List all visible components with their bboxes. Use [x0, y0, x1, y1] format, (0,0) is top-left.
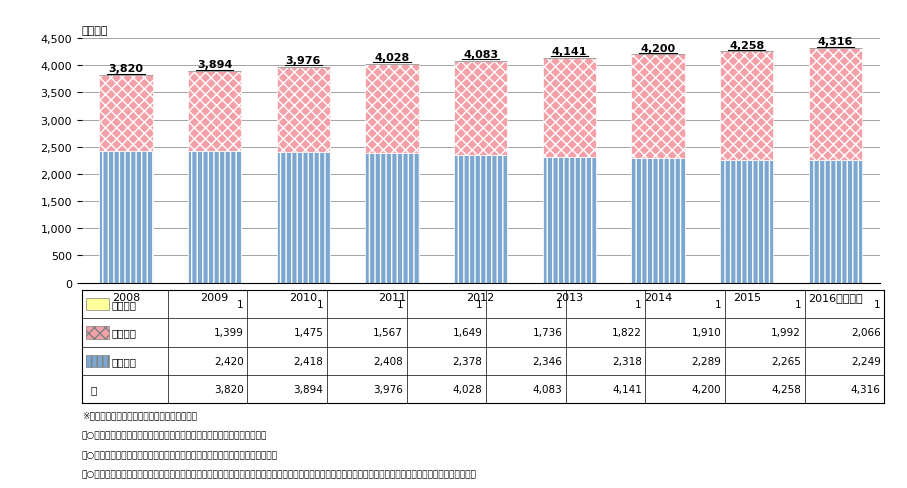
Bar	[454, 61, 507, 156]
Bar	[188, 72, 241, 152]
Bar	[631, 159, 685, 283]
Text: 1: 1	[874, 300, 881, 309]
Text: 2,346: 2,346	[532, 356, 562, 366]
Text: 2,318: 2,318	[612, 356, 642, 366]
Text: 2,420: 2,420	[214, 356, 244, 366]
Text: 2,249: 2,249	[851, 356, 881, 366]
Bar	[542, 157, 596, 283]
Bar	[277, 67, 330, 152]
Text: 1: 1	[476, 300, 483, 309]
Bar	[720, 52, 774, 160]
Text: 3,894: 3,894	[197, 61, 232, 70]
Text: 2,289: 2,289	[692, 356, 721, 366]
Text: （万件）: （万件）	[82, 26, 108, 36]
Text: 衛星契約: 衛星契約	[112, 328, 137, 338]
Text: 4,200: 4,200	[640, 44, 676, 54]
Bar	[720, 160, 774, 283]
Text: 1: 1	[556, 300, 562, 309]
Text: 2,066: 2,066	[851, 328, 881, 338]
Text: 1,649: 1,649	[453, 328, 483, 338]
Text: 1,736: 1,736	[532, 328, 562, 338]
Text: 4,258: 4,258	[729, 41, 765, 51]
Text: 4,316: 4,316	[818, 38, 853, 47]
Text: 2,418: 2,418	[294, 356, 324, 366]
Bar	[100, 152, 152, 283]
Text: 1: 1	[715, 300, 721, 309]
Text: ※放送の受信についての契約は、以下のとおり: ※放送の受信についての契約は、以下のとおり	[82, 411, 197, 420]
Bar	[809, 49, 862, 161]
Text: 1,567: 1,567	[373, 328, 403, 338]
Text: 3,976: 3,976	[373, 385, 403, 394]
Bar	[188, 152, 241, 283]
Text: 4,083: 4,083	[532, 385, 562, 394]
Text: 4,028: 4,028	[375, 53, 410, 63]
Text: ○地上契約：地上波によるテレビ放送のみの受信についての放送受信契約: ○地上契約：地上波によるテレビ放送のみの受信についての放送受信契約	[82, 430, 267, 439]
Text: 4,083: 4,083	[463, 50, 498, 60]
Bar	[631, 55, 685, 159]
Bar	[100, 76, 152, 152]
Text: 3,820: 3,820	[214, 385, 244, 394]
Text: 1: 1	[795, 300, 801, 309]
Bar	[542, 59, 596, 157]
Text: 4,028: 4,028	[453, 385, 483, 394]
Text: 特別契約: 特別契約	[112, 300, 137, 309]
Text: 3,976: 3,976	[286, 56, 321, 66]
Bar	[366, 154, 419, 283]
Text: 4,200: 4,200	[692, 385, 721, 394]
Bar	[277, 152, 330, 283]
Text: 1,475: 1,475	[294, 328, 324, 338]
Text: 1,910: 1,910	[692, 328, 721, 338]
Text: 2,408: 2,408	[374, 356, 403, 366]
Text: 地上契約: 地上契約	[112, 356, 137, 366]
Text: 1: 1	[635, 300, 642, 309]
Text: 2,265: 2,265	[771, 356, 801, 366]
Text: ○衛星契約：衛星及び地上波によるテレビ放送の受信についての放送受信契約: ○衛星契約：衛星及び地上波によるテレビ放送の受信についての放送受信契約	[82, 450, 278, 459]
Text: 4,258: 4,258	[771, 385, 801, 394]
Text: 計: 計	[91, 385, 97, 394]
Text: 1: 1	[317, 300, 324, 309]
Text: 1: 1	[237, 300, 244, 309]
Text: 1: 1	[396, 300, 403, 309]
Text: 1,822: 1,822	[612, 328, 642, 338]
Text: 3,894: 3,894	[294, 385, 324, 394]
Bar	[809, 161, 862, 283]
Bar	[366, 65, 419, 154]
Text: 4,141: 4,141	[551, 47, 587, 57]
Text: 1,992: 1,992	[771, 328, 801, 338]
Text: 1,399: 1,399	[214, 328, 244, 338]
Bar	[454, 156, 507, 283]
Text: 2,378: 2,378	[453, 356, 483, 366]
Text: 3,820: 3,820	[109, 64, 143, 74]
Text: 4,141: 4,141	[612, 385, 642, 394]
Text: 4,316: 4,316	[851, 385, 881, 394]
Text: ○特別契約：地上波によるテレビ放送の自然の地形による難視聴地域又は列車、電車その他営業用の移動体において、衛星によるテレビ放送のみの受信について: ○特別契約：地上波によるテレビ放送の自然の地形による難視聴地域又は列車、電車その…	[82, 469, 476, 478]
